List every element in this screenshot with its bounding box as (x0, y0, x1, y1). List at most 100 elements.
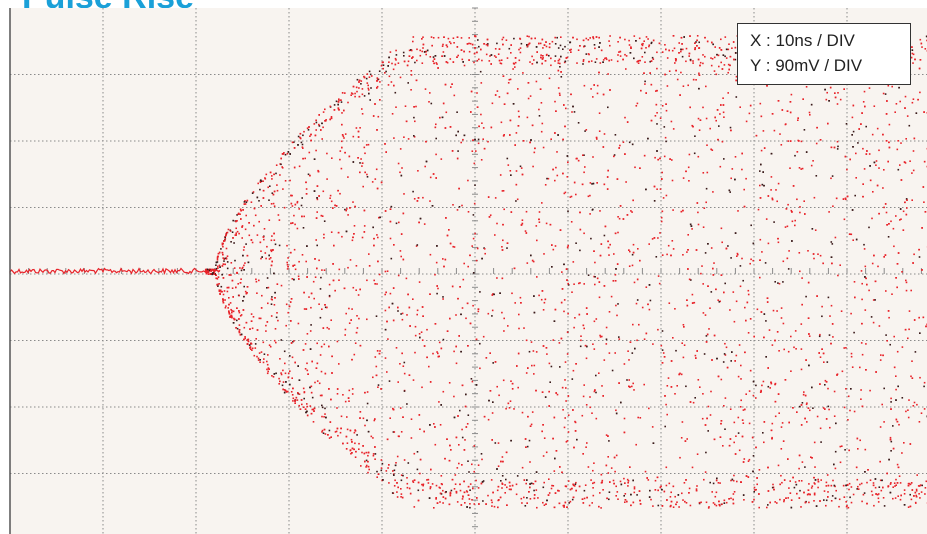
trace-sample-point (770, 381, 772, 384)
trace-sample-point (292, 387, 294, 390)
trace-sample-point (566, 353, 569, 355)
trace-sample-point (350, 438, 353, 441)
trace-sample-point (834, 236, 837, 239)
trace-sample-point (625, 181, 627, 183)
trace-sample-point (599, 254, 602, 257)
trace-sample-point (422, 483, 425, 486)
trace-sample-point (908, 328, 910, 331)
trace-sample-point (657, 158, 659, 161)
trace-sample-point (729, 126, 732, 129)
trace-sample-point (742, 279, 744, 282)
trace-sample-point (207, 273, 210, 275)
trace-sample-point (824, 384, 826, 386)
trace-sample-point (796, 492, 798, 495)
trace-sample-point (852, 146, 854, 148)
trace-sample-point (542, 501, 544, 504)
trace-sample-point (911, 377, 914, 379)
trace-sample-point (589, 213, 591, 215)
trace-sample-point (723, 291, 725, 294)
trace-sample-point (221, 242, 224, 245)
trace-sample-point (622, 141, 625, 143)
trace-sample-point (691, 228, 693, 230)
trace-sample-point (745, 177, 747, 180)
trace-sample-point (499, 174, 502, 176)
trace-sample-point (380, 64, 383, 67)
trace-sample-point (828, 211, 830, 213)
trace-sample-point (855, 177, 857, 179)
trace-sample-point (698, 87, 700, 90)
trace-sample-point (471, 150, 474, 152)
trace-sample-point (617, 216, 619, 218)
trace-sample-point (446, 234, 449, 237)
trace-sample-point (268, 199, 270, 201)
trace-sample-point (393, 431, 396, 433)
trace-sample-point (705, 501, 708, 504)
trace-sample-point (851, 116, 854, 119)
trace-sample-point (759, 197, 762, 199)
trace-sample-point (563, 310, 565, 313)
trace-sample-point (369, 73, 372, 76)
trace-sample-point (700, 501, 702, 504)
trace-sample-point (546, 353, 548, 355)
trace-sample-point (831, 175, 834, 177)
trace-sample-point (608, 254, 610, 256)
trace-sample-point (861, 282, 863, 285)
trace-sample-point (623, 477, 625, 480)
trace-sample-point (428, 497, 431, 499)
trace-sample-point (761, 183, 764, 186)
trace-sample-point (466, 423, 469, 425)
trace-sample-point (322, 111, 325, 113)
trace-sample-point (834, 485, 836, 488)
trace-sample-point (399, 148, 402, 150)
trace-sample-point (739, 285, 742, 288)
trace-sample-point (463, 480, 465, 483)
trace-sample-point (615, 485, 617, 488)
trace-sample-point (883, 206, 885, 209)
trace-sample-point (652, 442, 655, 444)
trace-sample-point (266, 287, 268, 289)
trace-sample-point (774, 281, 776, 283)
trace-sample-point (520, 167, 523, 169)
trace-sample-point (394, 464, 397, 467)
trace-sample-point (573, 326, 575, 329)
trace-sample-point (869, 179, 872, 182)
trace-sample-point (358, 448, 360, 450)
trace-sample-point (478, 58, 480, 61)
trace-sample-point (595, 417, 598, 420)
trace-sample-point (435, 153, 437, 156)
trace-sample-point (303, 397, 305, 400)
trace-sample-point (618, 336, 620, 338)
trace-sample-point (489, 352, 491, 354)
trace-sample-point (509, 485, 511, 487)
trace-sample-point (808, 333, 810, 335)
trace-sample-point (593, 320, 596, 323)
trace-sample-point (501, 190, 504, 192)
trace-sample-point (883, 256, 885, 258)
trace-sample-point (923, 201, 925, 203)
trace-sample-point (453, 395, 455, 398)
trace-sample-point (762, 130, 765, 132)
trace-sample-point (628, 265, 631, 267)
trace-sample-point (217, 252, 220, 255)
trace-sample-point (388, 380, 391, 382)
trace-sample-point (581, 183, 584, 186)
trace-sample-point (489, 214, 492, 216)
trace-sample-point (850, 501, 853, 504)
trace-sample-point (699, 61, 702, 64)
trace-sample-point (827, 122, 829, 125)
trace-sample-point (652, 505, 654, 507)
trace-sample-point (396, 491, 398, 493)
trace-sample-point (587, 466, 590, 468)
trace-sample-point (896, 148, 899, 151)
trace-sample-point (391, 62, 393, 65)
trace-sample-point (628, 379, 630, 381)
trace-sample-point (559, 62, 561, 65)
trace-sample-point (645, 47, 647, 49)
trace-sample-point (450, 489, 453, 492)
trace-sample-point (497, 53, 500, 55)
trace-sample-point (599, 42, 601, 44)
trace-sample-point (582, 453, 584, 455)
trace-sample-point (739, 406, 742, 408)
trace-sample-point (215, 264, 217, 266)
trace-sample-point (757, 208, 760, 211)
